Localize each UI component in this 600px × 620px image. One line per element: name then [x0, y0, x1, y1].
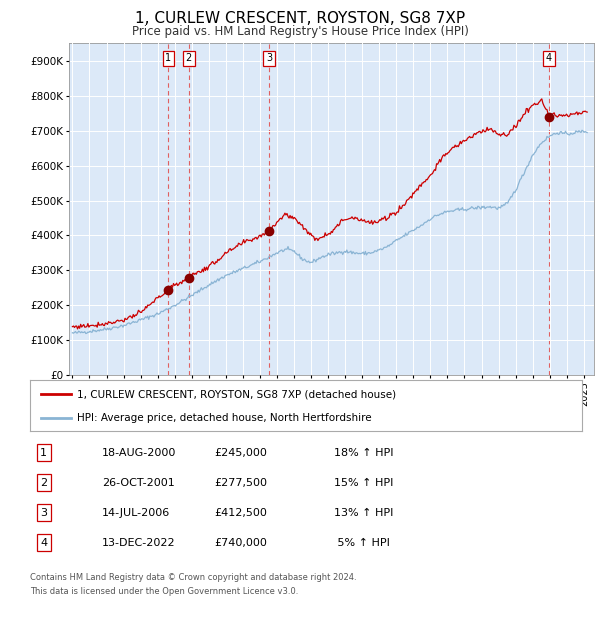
Text: 15% ↑ HPI: 15% ↑ HPI	[334, 477, 393, 488]
Text: 3: 3	[266, 53, 272, 63]
Text: Price paid vs. HM Land Registry's House Price Index (HPI): Price paid vs. HM Land Registry's House …	[131, 25, 469, 38]
Text: £740,000: £740,000	[214, 538, 268, 547]
Text: 5% ↑ HPI: 5% ↑ HPI	[334, 538, 389, 547]
Text: 3: 3	[40, 508, 47, 518]
Text: HPI: Average price, detached house, North Hertfordshire: HPI: Average price, detached house, Nort…	[77, 413, 371, 423]
Text: Contains HM Land Registry data © Crown copyright and database right 2024.: Contains HM Land Registry data © Crown c…	[30, 573, 356, 582]
Text: 14-JUL-2006: 14-JUL-2006	[102, 508, 170, 518]
Text: 13-DEC-2022: 13-DEC-2022	[102, 538, 175, 547]
Text: 1, CURLEW CRESCENT, ROYSTON, SG8 7XP (detached house): 1, CURLEW CRESCENT, ROYSTON, SG8 7XP (de…	[77, 389, 396, 399]
Text: 4: 4	[40, 538, 47, 547]
Text: 1, CURLEW CRESCENT, ROYSTON, SG8 7XP: 1, CURLEW CRESCENT, ROYSTON, SG8 7XP	[135, 11, 465, 26]
Text: £245,000: £245,000	[214, 448, 268, 458]
Text: £277,500: £277,500	[214, 477, 268, 488]
Text: 1: 1	[40, 448, 47, 458]
Text: 2: 2	[40, 477, 47, 488]
Text: £412,500: £412,500	[214, 508, 268, 518]
Text: 13% ↑ HPI: 13% ↑ HPI	[334, 508, 393, 518]
Text: 1: 1	[166, 53, 172, 63]
Text: This data is licensed under the Open Government Licence v3.0.: This data is licensed under the Open Gov…	[30, 587, 298, 596]
Text: 4: 4	[546, 53, 552, 63]
Text: 18-AUG-2000: 18-AUG-2000	[102, 448, 176, 458]
Text: 26-OCT-2001: 26-OCT-2001	[102, 477, 175, 488]
Text: 2: 2	[185, 53, 192, 63]
Text: 18% ↑ HPI: 18% ↑ HPI	[334, 448, 393, 458]
